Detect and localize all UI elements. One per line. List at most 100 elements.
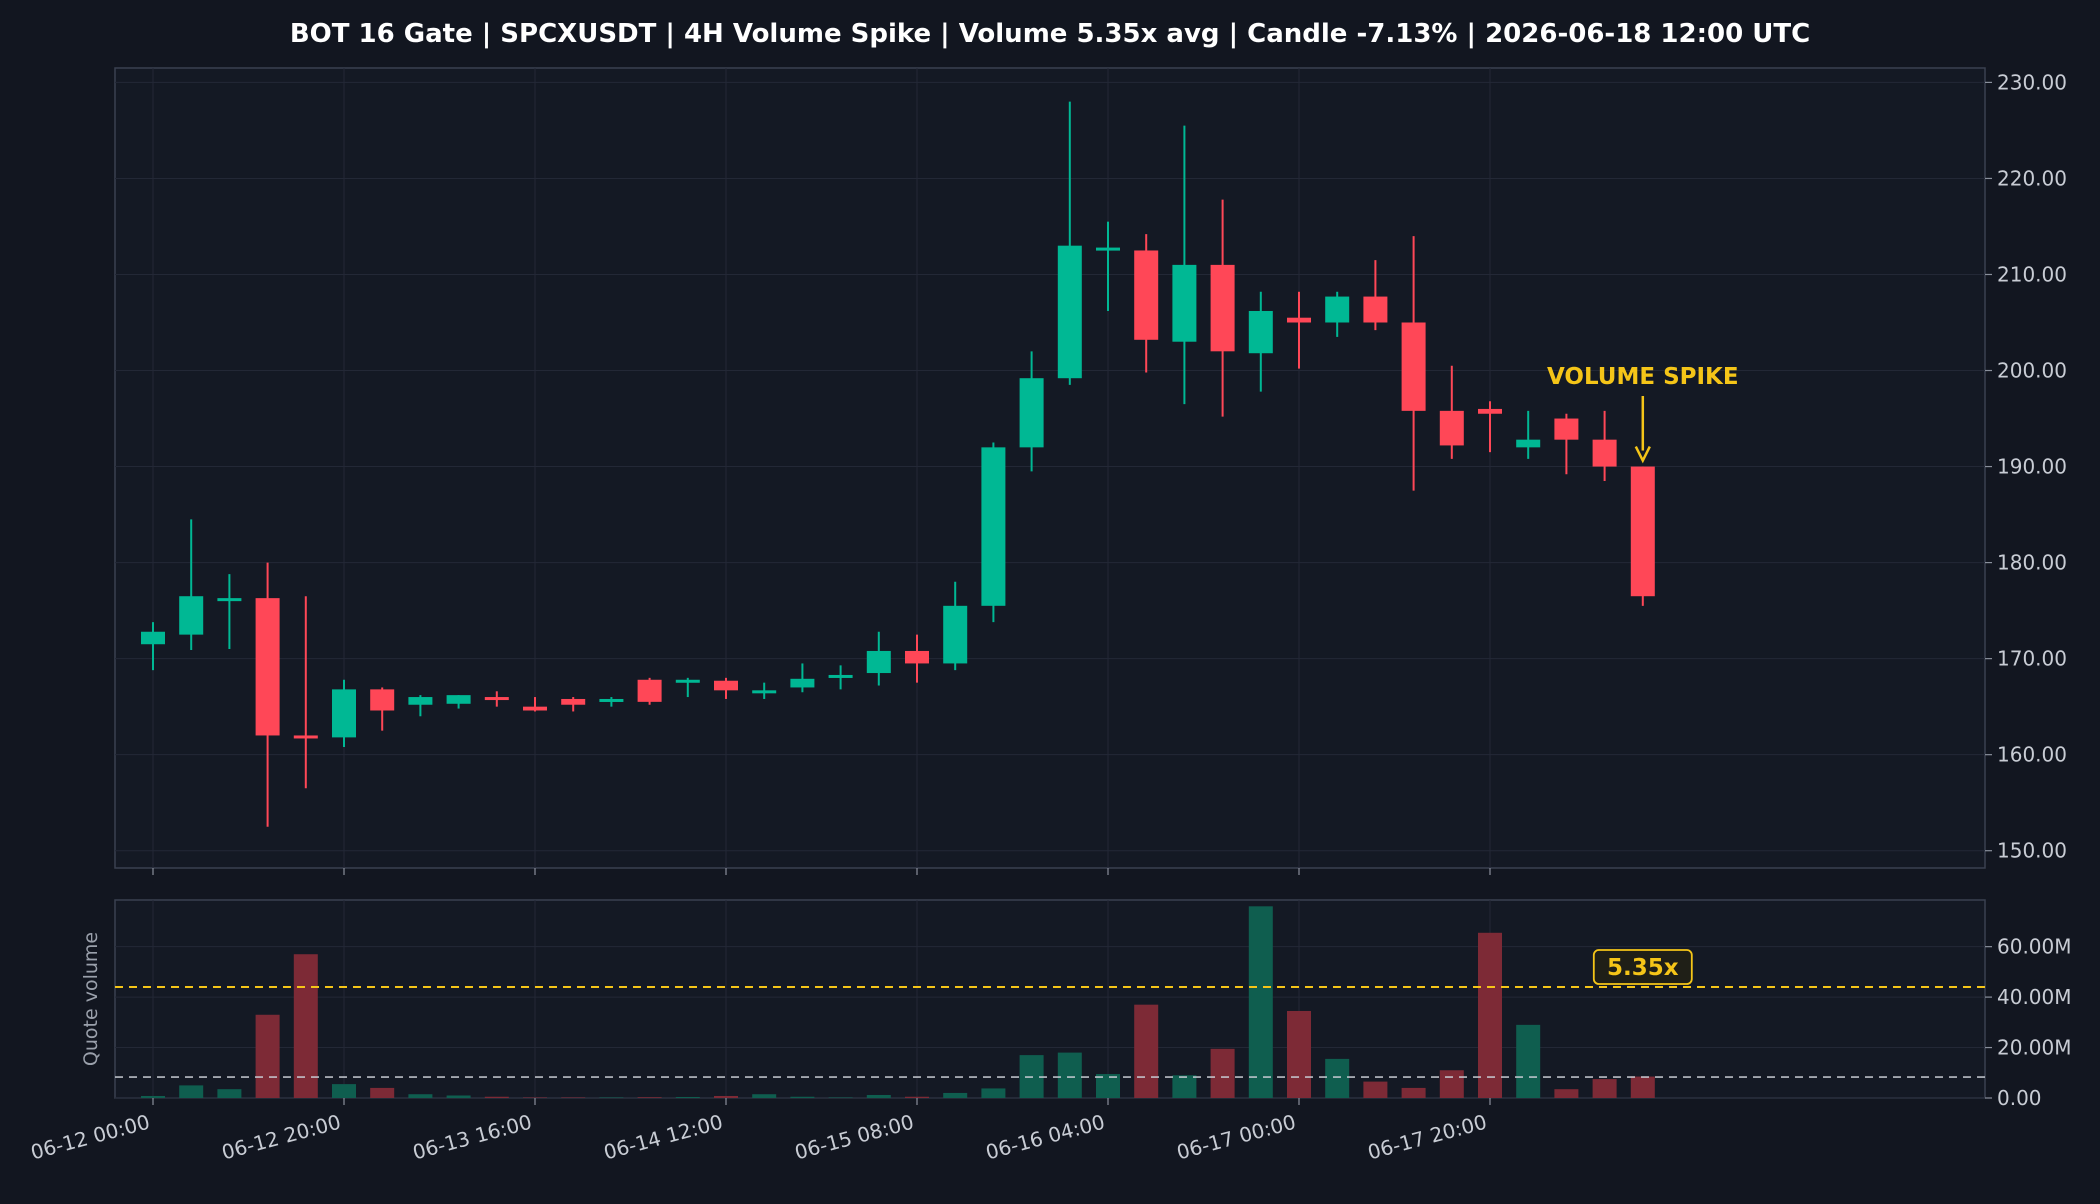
candle-body [1478, 408, 1502, 414]
candle-body [1439, 410, 1464, 446]
candle-body [637, 679, 662, 702]
volume-y-axis: 0.00 20.00M 40.00M 60.00M [1985, 935, 2072, 1110]
candle-body [599, 698, 624, 702]
volume-y-axis-label: Quote volume [80, 932, 102, 1066]
volume-bar [1210, 1048, 1235, 1098]
volume-bar [561, 1097, 586, 1098]
volume-bar [1630, 1076, 1655, 1098]
volume-bar [1478, 932, 1502, 1098]
candle-body [1554, 418, 1579, 440]
candle-body [675, 679, 700, 683]
volume-bar [1592, 1079, 1617, 1098]
volume-bar [943, 1092, 968, 1098]
candle-body [217, 598, 242, 602]
price-y-tick-label: 160.00 [1997, 743, 2067, 767]
price-y-tick-label: 220.00 [1997, 166, 2067, 190]
candle-body [446, 695, 471, 704]
price-y-tick-label: 200.00 [1997, 359, 2067, 383]
price-panel-frame [114, 67, 1986, 869]
candle-body [179, 596, 204, 635]
volume-bar [293, 954, 318, 1098]
volume-bar [637, 1097, 662, 1098]
volume-bar [141, 1095, 165, 1098]
volume-bar [1096, 1074, 1120, 1098]
volume-bar [1057, 1052, 1082, 1098]
candle-body [1172, 264, 1197, 342]
volume-y-tick-label: 60.00M [1997, 935, 2072, 959]
volume-bar [1554, 1089, 1579, 1098]
volume-bar [981, 1088, 1006, 1098]
candle-body [1401, 322, 1426, 411]
price-panel: 150.00 160.00 170.00 180.00 190.00 200.00 210.… [114, 67, 2067, 869]
price-y-tick-label: 210.00 [1997, 262, 2067, 286]
candle-body [523, 706, 547, 711]
volume-bar [1325, 1058, 1350, 1098]
candle-body [370, 689, 395, 711]
volume-bar [1363, 1081, 1388, 1098]
candle-body [561, 698, 586, 705]
candle-body [1096, 247, 1120, 251]
volume-panel-frame [114, 899, 1986, 1099]
volume-bar [1287, 1010, 1311, 1098]
volume-y-tick-label: 20.00M [1997, 1036, 2072, 1060]
candle-body [752, 690, 777, 694]
volume-bar [905, 1096, 929, 1098]
price-y-tick-label: 230.00 [1997, 70, 2067, 94]
candle-body [828, 674, 853, 678]
candle-body [332, 689, 356, 738]
candle-body [866, 650, 891, 674]
candle-body [1210, 264, 1235, 352]
volume-bar [790, 1096, 815, 1098]
price-annotations: VOLUME SPIKE [1547, 364, 1739, 464]
candle-body [1325, 296, 1350, 323]
candle-body [255, 598, 280, 736]
volume-bar [179, 1085, 204, 1098]
candle-body [293, 735, 318, 739]
volume-bar [484, 1096, 509, 1098]
volume-bar [866, 1094, 891, 1098]
price-y-tick-label: 170.00 [1997, 647, 2067, 671]
candle-body [408, 697, 433, 705]
volume-panel: 0.00 20.00M 40.00M 60.00M 5.35x Quote volum… [80, 899, 2072, 1110]
candle-body [1630, 466, 1655, 597]
volume-bar [828, 1097, 853, 1098]
volume-bar [523, 1097, 547, 1098]
candlestick-series [141, 101, 1655, 827]
candle-body [1287, 317, 1311, 323]
volume-bar [1401, 1087, 1426, 1098]
volume-bar [370, 1087, 395, 1098]
volume-spike-annotation-label: VOLUME SPIKE [1547, 364, 1739, 390]
volume-bar [1248, 906, 1273, 1098]
price-y-tick-label: 190.00 [1997, 455, 2067, 479]
candle-body [1248, 310, 1273, 354]
candle-body [905, 650, 929, 664]
candle-body [943, 605, 968, 664]
candle-body [1516, 439, 1541, 448]
volume-bar [255, 1014, 280, 1098]
candle-body [714, 680, 738, 691]
candle-body [141, 631, 165, 645]
volume-bar [332, 1084, 356, 1098]
candle-body [981, 447, 1006, 606]
volume-y-tick-label: 40.00M [1997, 985, 2072, 1009]
volume-bar [599, 1097, 624, 1098]
volume-bar [1172, 1075, 1197, 1098]
volume-bar [714, 1095, 738, 1098]
volume-bar [1516, 1024, 1541, 1098]
volume-bar-series [141, 906, 1655, 1098]
volume-bar [752, 1094, 777, 1098]
volume-bar [217, 1089, 242, 1098]
volume-bar [1134, 1004, 1159, 1098]
price-y-tick-label: 180.00 [1997, 551, 2067, 575]
chart-title: BOT 16 Gate | SPCXUSDT | 4H Volume Spike… [290, 19, 1810, 49]
volume-bar [446, 1095, 471, 1098]
candle-body [790, 678, 815, 688]
price-y-axis: 150.00 160.00 170.00 180.00 190.00 200.00 210.… [1985, 70, 2067, 863]
spike-ratio-badge-text: 5.35x [1607, 955, 1679, 981]
candle-body [1363, 296, 1388, 323]
price-y-tick-label: 150.00 [1997, 839, 2067, 863]
spike-ratio-badge [1592, 949, 1693, 985]
volume-spike-arrow-head [1634, 445, 1651, 464]
volume-y-tick-label: 0.00 [1997, 1086, 2042, 1110]
